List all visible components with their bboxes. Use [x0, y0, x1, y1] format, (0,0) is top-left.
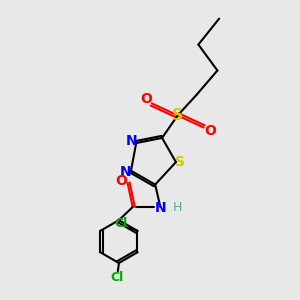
Text: N: N	[119, 166, 131, 179]
Text: S: S	[175, 155, 185, 169]
Text: Cl: Cl	[110, 271, 124, 284]
Text: O: O	[204, 124, 216, 138]
Text: S: S	[172, 108, 183, 123]
Text: O: O	[140, 92, 152, 106]
Text: H: H	[173, 200, 182, 214]
Text: N: N	[126, 134, 138, 148]
Text: O: O	[116, 174, 127, 188]
Text: Cl: Cl	[115, 218, 128, 230]
Text: N: N	[155, 201, 167, 215]
